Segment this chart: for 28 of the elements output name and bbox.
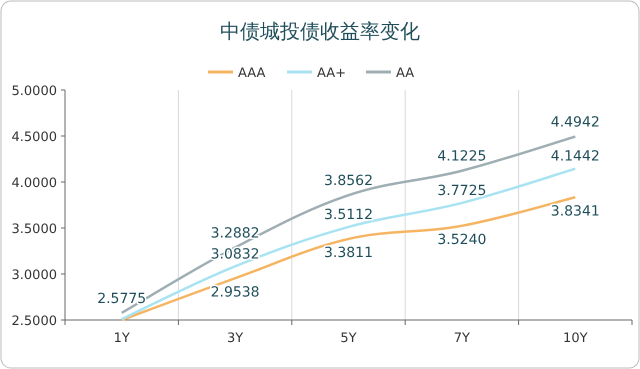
y-tick-label: 3.5000: [12, 222, 57, 237]
chart-title: 中债城投债收益率变化: [220, 19, 420, 43]
x-tick-label: 7Y: [454, 331, 470, 346]
data-label: 3.8562: [324, 173, 373, 190]
data-label: 3.0832: [210, 246, 260, 262]
data-label: 3.5240: [437, 232, 486, 248]
data-label: 4.1225: [437, 148, 486, 165]
x-tick-label: 1Y: [114, 331, 130, 346]
y-tick-label: 4.0000: [12, 176, 57, 191]
data-label: 4.4942: [550, 114, 600, 131]
legend-label: AA: [396, 66, 414, 81]
data-label: 2.5775: [97, 290, 146, 307]
data-label: 2.9538: [210, 284, 260, 300]
y-tick-label: 5.0000: [12, 84, 57, 99]
data-label: 3.2882: [210, 225, 260, 242]
data-label: 4.1442: [550, 148, 600, 165]
x-tick-label: 10Y: [563, 331, 588, 346]
y-tick-label: 3.0000: [12, 268, 57, 283]
data-label: 3.3811: [324, 244, 373, 261]
data-label: 3.5112: [324, 206, 373, 223]
y-tick-label: 2.5000: [12, 314, 57, 329]
y-tick-label: 4.5000: [12, 130, 57, 145]
x-tick-label: 5Y: [340, 331, 357, 346]
legend-label: AAA: [238, 66, 266, 81]
data-label: 3.7725: [437, 182, 486, 199]
data-label: 3.8341: [550, 203, 600, 220]
legend-label: AA+: [317, 66, 346, 81]
x-tick-label: 3Y: [226, 331, 244, 346]
